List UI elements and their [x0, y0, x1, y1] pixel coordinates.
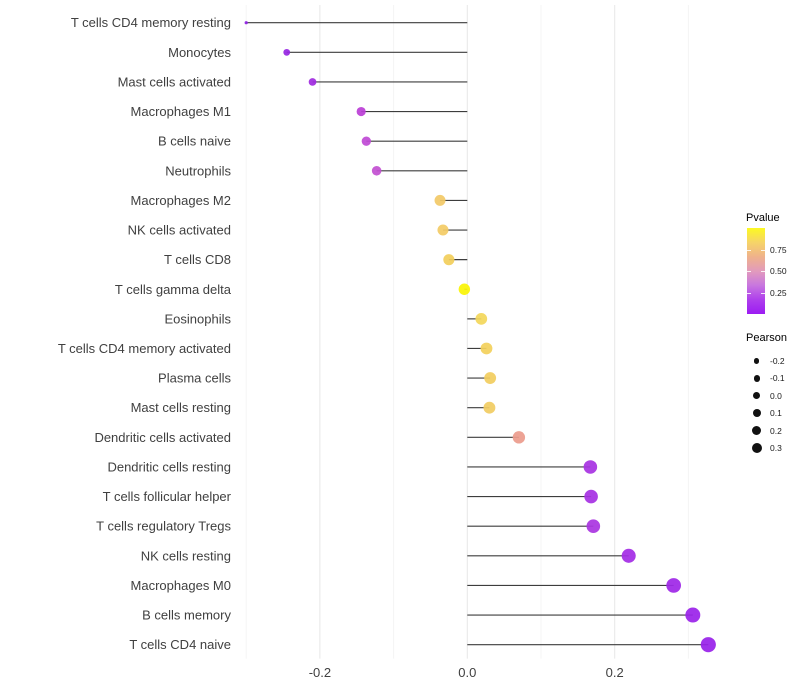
y-axis-label: T cells regulatory Tregs [96, 519, 231, 534]
pearson-legend-dot [752, 426, 762, 436]
pvalue-tick-label: 0.75 [770, 244, 787, 255]
pearson-legend-label: 0.1 [770, 408, 782, 419]
pearson-legend-dot [751, 443, 762, 454]
lollipop-dot [434, 194, 446, 206]
y-axis-label: Monocytes [168, 45, 231, 60]
pvalue-tick-label: 0.50 [770, 266, 787, 276]
lollipop-dot [666, 578, 682, 593]
y-axis-label: Mast cells resting [131, 400, 231, 415]
y-axis-label: Macrophages M2 [131, 193, 231, 208]
y-axis-label: B cells naive [158, 134, 231, 149]
lollipop-dot [583, 460, 598, 474]
y-axis-label: NK cells resting [141, 548, 231, 563]
y-axis-label: T cells gamma delta [115, 282, 232, 297]
pearson-legend-label: -0.1 [770, 373, 785, 384]
x-axis-tick-label: 0.0 [458, 665, 476, 680]
y-axis-label: NK cells activated [128, 223, 231, 238]
y-axis-label: Dendritic cells activated [94, 430, 231, 445]
y-axis-label: T cells follicular helper [103, 489, 232, 504]
y-axis-label: Mast cells activated [118, 74, 231, 89]
y-axis-label: B cells memory [142, 608, 231, 623]
lollipop-dot [371, 166, 382, 176]
pvalue-legend-title: Pvalue [746, 212, 780, 224]
pvalue-colorbar-tick [747, 249, 751, 251]
pearson-legend-dot [752, 409, 761, 418]
x-axis-tick-label: -0.2 [309, 665, 331, 680]
lollipop-dot [475, 313, 488, 325]
y-axis-label: Dendritic cells resting [107, 459, 231, 474]
lollipop-dot [512, 431, 526, 444]
y-axis-label: T cells CD4 memory resting [71, 15, 231, 30]
y-axis-label: Eosinophils [165, 311, 232, 326]
pvalue-colorbar-tick [747, 271, 751, 272]
lollipop-dot [685, 607, 701, 623]
lollipop-dot [283, 48, 291, 56]
lollipop-dot [458, 283, 471, 295]
pvalue-colorbar-tick [761, 292, 765, 294]
pearson-legend-label: 0.2 [770, 425, 782, 436]
lollipop-dot [361, 136, 371, 146]
pearson-legend-label: -0.2 [770, 356, 785, 366]
y-axis-label: T cells CD4 naive [129, 637, 231, 652]
pvalue-colorbar-tick [761, 249, 765, 251]
pearson-legend-dot [754, 358, 760, 364]
lollipop-dot [621, 548, 636, 563]
lollipop-dot [480, 342, 493, 355]
lollipop-dot [443, 254, 455, 266]
lollipop-dot [483, 401, 496, 414]
pearson-legend-dot [753, 392, 761, 400]
y-axis-label: T cells CD4 memory activated [58, 341, 231, 356]
pearson-legend-label: 0.0 [770, 390, 782, 401]
pvalue-tick-label: 0.25 [770, 287, 787, 298]
pearson-legend-title: Pearson [746, 332, 787, 344]
y-axis-label: T cells CD8 [164, 252, 231, 267]
lollipop-dot [484, 372, 497, 385]
pvalue-colorbar-tick [761, 271, 765, 272]
pearson-legend-dot [753, 375, 760, 382]
lollipop-dot [244, 21, 248, 25]
lollipop-dot [356, 106, 366, 117]
pvalue-colorbar-tick [747, 292, 751, 294]
lollipop-dot [308, 78, 317, 86]
lollipop-dot [584, 489, 598, 504]
pvalue-colorbar [747, 228, 765, 314]
x-axis-tick-label: 0.2 [606, 665, 624, 680]
lollipop-dot [700, 637, 716, 653]
pearson-legend-label: 0.3 [770, 443, 782, 454]
lollipop-dot [437, 224, 449, 236]
y-axis-label: Macrophages M0 [131, 578, 231, 593]
y-axis-label: Macrophages M1 [131, 104, 231, 119]
lollipop-dot [586, 519, 601, 533]
y-axis-label: Plasma cells [158, 371, 231, 386]
y-axis-label: Neutrophils [165, 163, 231, 178]
